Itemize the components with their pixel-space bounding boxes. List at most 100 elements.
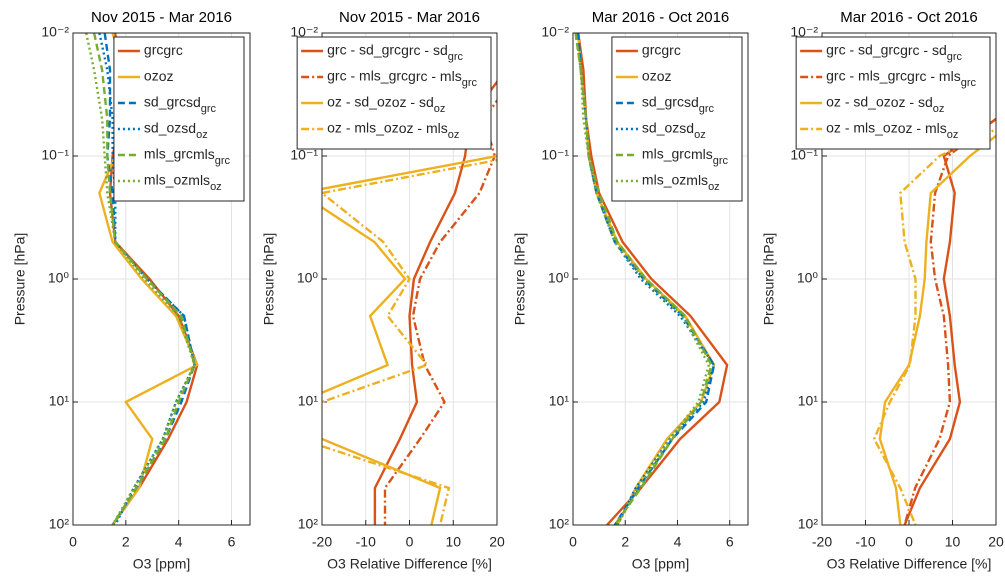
y-tick-label: 10⁻² [790,24,818,40]
legend-label: grc - sd_grcgrc - sdgrc [826,42,962,63]
series-group [872,117,996,525]
x-tick-label: 0 [905,534,913,550]
series-line [322,154,497,525]
axes-box [572,32,749,526]
x-tick-label: 20 [988,534,1004,550]
x-tick-label: 6 [726,534,734,550]
x-tick-label: 10 [945,534,961,550]
legend-label: sd_ozsdoz [144,120,208,141]
series-line [85,33,196,525]
panel: -20 -10 0 10 20 10⁻² 10⁻¹ 10⁰ 10¹ 10² Nov 2015 - M… [261,9,505,572]
legend-label: grc - sd_grcgrc - sdgrc [327,42,463,63]
axes-box [72,32,251,526]
legend-box [296,36,492,150]
x-tick-label: 4 [175,534,183,550]
legend-label: mls_grcmlsgrc [144,146,231,167]
series-line [574,33,711,525]
y-tick-label: 10² [798,516,819,532]
y-axis-label: Pressure [hPa] [761,233,777,326]
chart-title: Mar 2016 - Oct 2016 [840,9,978,26]
legend: grcgrc ozoz sd_grcsdgrc sd_ozsdoz mls_grcmls… [611,36,743,202]
legend-label: mls_grcmlsgrc [642,146,729,167]
series-line [322,158,497,525]
y-tick-label: 10⁻¹ [790,147,818,163]
x-tick-label: -20 [312,534,332,550]
x-tick-label: 6 [228,534,236,550]
legend-label: mls_ozmlsoz [144,172,222,193]
axes-box [821,32,997,526]
legend: grc - sd_grcgrc - sdgrc grc - mls_grcgrc … [296,36,492,150]
y-tick-label: 10⁻¹ [41,147,69,163]
y-tick-label: 10⁻¹ [541,147,569,163]
series-group [322,79,497,525]
y-axis-label: Pressure [hPa] [512,233,528,326]
series-line [373,79,497,525]
legend-label: grcgrc [642,42,681,58]
y-tick-label: 10⁻¹ [290,147,318,163]
chart-title: Nov 2015 - Mar 2016 [91,9,232,26]
x-tick-label: 0 [406,534,414,550]
legend-box [113,36,245,202]
x-tick-label: 0 [69,534,77,550]
y-tick-label: 10² [49,516,70,532]
legend-label: oz - sd_ozoz - sdoz [826,94,944,115]
axes-box [321,32,498,526]
y-tick-label: 10⁰ [797,270,819,286]
y-axis-label: Pressure [hPa] [12,233,28,326]
legend-label: ozoz [144,68,174,84]
series-line [92,33,196,525]
y-tick-label: 10⁻² [541,24,569,40]
x-tick-label: 2 [122,534,130,550]
series-group [574,33,729,525]
x-tick-label: 2 [621,534,629,550]
legend-box [795,36,991,150]
x-tick-label: 4 [674,534,682,550]
chart-title: Nov 2015 - Mar 2016 [339,9,480,26]
x-axis-label: O3 Relative Difference [%] [827,556,992,572]
y-tick-label: 10⁻² [290,24,318,40]
x-tick-label: -20 [812,534,832,550]
legend-box [611,36,743,202]
y-tick-label: 10⁰ [48,270,70,286]
x-axis-label: O3 [ppm] [632,556,690,572]
legend-label: oz - mls_ozoz - mlsoz [327,120,459,141]
y-tick-label: 10¹ [798,393,819,409]
legend: grc - sd_grcgrc - sdgrc grc - mls_grcgrc … [795,36,991,150]
series-line [383,98,497,525]
x-tick-label: 10 [445,534,461,550]
y-tick-label: 10² [549,516,570,532]
legend-label: grc - mls_grcgrc - mlsgrc [826,68,976,89]
series-line [878,134,996,525]
legend-label: ozoz [642,68,672,84]
legend-label: grcgrc [144,42,183,58]
legend-label: sd_grcsdgrc [144,94,217,115]
y-tick-label: 10² [298,516,319,532]
panel: -20 -10 0 10 20 10⁻² 10⁻¹ 10⁰ 10¹ 10² Mar 2016 - O… [761,9,1004,572]
y-tick-label: 10⁰ [548,270,570,286]
x-tick-label: -10 [855,534,875,550]
legend-label: oz - mls_ozoz - mlsoz [826,120,958,141]
y-tick-label: 10¹ [49,393,70,409]
panel: 0 2 4 6 10⁻² 10⁻¹ 10⁰ 10¹ 10² Nov 2015 - Mar 2016… [12,9,251,572]
legend-label: sd_grcsdgrc [642,94,715,115]
x-axis-label: O3 Relative Difference [%] [327,556,492,572]
legend-label: mls_ozmlsoz [642,172,720,193]
chart-title: Mar 2016 - Oct 2016 [592,9,730,26]
y-tick-label: 10⁻² [41,24,69,40]
y-axis-label: Pressure [hPa] [261,233,277,326]
y-tick-label: 10¹ [549,393,570,409]
panel: 0 2 4 6 10⁻² 10⁻¹ 10⁰ 10¹ 10² Mar 2016 - Oct 2016… [512,9,749,572]
y-tick-label: 10¹ [298,393,319,409]
series-line [903,117,996,525]
legend-label: grc - mls_grcgrc - mlsgrc [327,68,477,89]
legend-label: sd_ozsdoz [642,120,706,141]
x-tick-label: -10 [356,534,376,550]
legend: grcgrc ozoz sd_grcsdgrc sd_ozsdoz mls_grcmls… [113,36,245,202]
x-tick-label: 0 [569,534,577,550]
legend-label: oz - sd_ozoz - sdoz [327,94,445,115]
x-axis-label: O3 [ppm] [133,556,191,572]
x-tick-label: 20 [489,534,505,550]
y-tick-label: 10⁰ [297,270,319,286]
series-line [903,118,996,525]
